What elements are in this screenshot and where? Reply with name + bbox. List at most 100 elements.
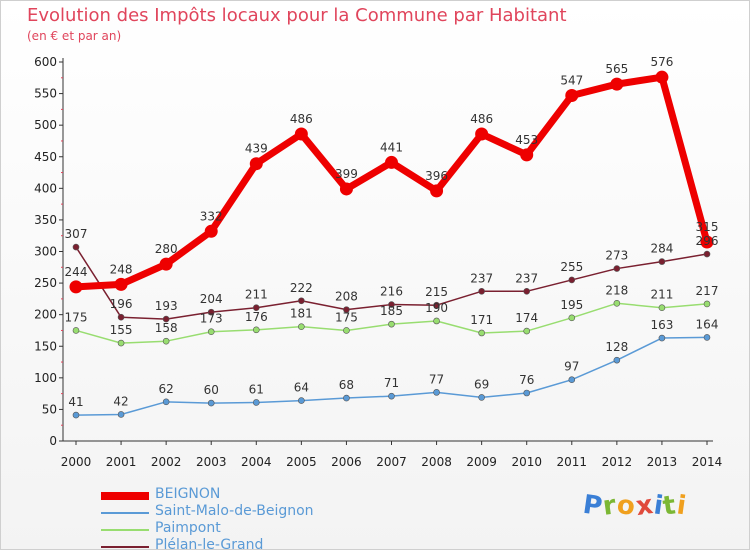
y-tick-label: 600	[34, 55, 57, 69]
legend-label: Saint-Malo-de-Beignon	[155, 503, 314, 519]
data-point-beignon	[610, 77, 624, 91]
data-point-plelan-le-grand	[343, 306, 350, 313]
data-point-paimpont	[478, 329, 485, 337]
chart-subtitle: (en € et par an)	[27, 29, 122, 43]
x-tick-label: 2012	[602, 455, 633, 469]
x-tick-label: 2009	[466, 455, 497, 469]
y-tick-label: 50	[42, 402, 57, 416]
legend-swatch	[101, 492, 149, 500]
data-label-plelan-le-grand: 204	[200, 292, 223, 306]
data-label-beignon: 280	[155, 242, 178, 256]
data-point-paimpont	[703, 300, 711, 308]
data-label-beignon: 565	[605, 62, 628, 76]
data-point-beignon	[475, 127, 489, 141]
data-point-saint-malo-de-beignon	[252, 399, 260, 406]
data-label-plelan-le-grand: 216	[380, 285, 403, 299]
data-point-saint-malo-de-beignon	[523, 389, 531, 397]
data-point-plelan-le-grand	[478, 287, 485, 295]
legend-label: Plélan-le-Grand	[155, 537, 264, 553]
data-label-paimpont: 176	[245, 310, 268, 324]
data-label-beignon: 315	[696, 220, 719, 234]
data-point-paimpont	[658, 304, 666, 312]
y-tick-label: 0	[49, 434, 57, 448]
data-point-beignon	[520, 148, 534, 162]
data-label-beignon: 396	[425, 169, 448, 183]
x-tick-label: 2004	[241, 455, 272, 469]
data-label-saint-malo-de-beignon: 163	[650, 318, 673, 332]
data-point-paimpont	[433, 317, 440, 325]
data-label-plelan-le-grand: 208	[335, 290, 358, 304]
data-label-saint-malo-de-beignon: 164	[696, 317, 719, 331]
data-point-plelan-le-grand	[658, 258, 666, 265]
chart-axes: 0 50 100 150 200 250 300 350 400 450 500 550 600 2000…	[34, 55, 722, 469]
data-point-plelan-le-grand	[298, 297, 305, 305]
data-label-saint-malo-de-beignon: 60	[204, 383, 219, 397]
data-point-saint-malo-de-beignon	[117, 411, 125, 418]
y-tick-label: 400	[34, 181, 57, 195]
data-label-beignon: 486	[290, 112, 313, 126]
data-point-plelan-le-grand	[117, 313, 125, 321]
data-point-saint-malo-de-beignon	[162, 398, 170, 406]
data-label-beignon: 399	[335, 167, 358, 181]
data-label-plelan-le-grand: 307	[65, 227, 88, 241]
data-point-saint-malo-de-beignon	[478, 394, 485, 401]
y-tick-label: 350	[34, 213, 57, 227]
data-label-plelan-le-grand: 273	[605, 249, 628, 263]
data-label-beignon: 248	[110, 262, 133, 276]
data-label-paimpont: 195	[560, 298, 583, 312]
data-point-paimpont	[117, 339, 125, 347]
data-label-plelan-le-grand: 255	[560, 260, 583, 274]
data-point-saint-malo-de-beignon	[298, 397, 305, 404]
data-point-paimpont	[72, 327, 80, 334]
data-label-beignon: 244	[65, 265, 88, 279]
data-point-beignon	[339, 182, 353, 196]
data-point-saint-malo-de-beignon	[568, 376, 576, 384]
legend-label: BEIGNON	[155, 486, 221, 502]
y-tick-label: 150	[34, 339, 57, 353]
data-label-saint-malo-de-beignon: 64	[294, 381, 309, 395]
chart-data-labels: 41 42 62 60 61 64 68 71 77 69 76 97 128 163 164 175 155 1…	[65, 55, 719, 409]
data-point-saint-malo-de-beignon	[658, 334, 666, 342]
data-point-beignon	[565, 88, 579, 102]
data-label-saint-malo-de-beignon: 68	[339, 378, 354, 392]
data-point-beignon	[69, 280, 83, 294]
data-point-plelan-le-grand	[388, 301, 395, 308]
data-label-plelan-le-grand: 284	[650, 242, 673, 256]
data-label-paimpont: 181	[290, 307, 313, 321]
data-point-plelan-le-grand	[523, 287, 531, 295]
data-point-paimpont	[568, 314, 576, 322]
legend-swatch	[101, 546, 149, 548]
data-point-beignon	[655, 70, 669, 84]
data-point-beignon	[249, 157, 263, 171]
data-label-plelan-le-grand: 296	[696, 234, 719, 248]
y-tick-label: 300	[34, 245, 57, 259]
legend-swatch	[101, 529, 149, 531]
data-point-plelan-le-grand	[207, 308, 215, 316]
data-point-paimpont	[613, 299, 621, 307]
data-point-beignon	[114, 277, 128, 291]
data-point-paimpont	[298, 323, 305, 330]
data-label-saint-malo-de-beignon: 97	[564, 360, 579, 374]
data-point-saint-malo-de-beignon	[388, 392, 395, 400]
y-tick-label: 200	[34, 308, 57, 322]
data-point-paimpont	[523, 327, 531, 335]
data-label-paimpont: 174	[515, 311, 538, 325]
y-tick-label: 550	[34, 87, 57, 101]
data-point-plelan-le-grand	[252, 304, 260, 312]
data-point-plelan-le-grand	[703, 250, 711, 258]
data-label-saint-malo-de-beignon: 71	[384, 376, 399, 390]
x-tick-label: 2007	[376, 455, 407, 469]
data-label-paimpont: 158	[155, 321, 178, 335]
data-label-saint-malo-de-beignon: 128	[605, 340, 628, 354]
chart-title: Evolution des Impôts locaux pour la Comm…	[27, 5, 567, 26]
data-point-beignon	[385, 155, 398, 169]
data-label-paimpont: 175	[335, 310, 358, 324]
x-tick-label: 2003	[196, 455, 227, 469]
data-label-saint-malo-de-beignon: 69	[474, 377, 489, 391]
x-tick-label: 2011	[557, 455, 588, 469]
data-point-paimpont	[388, 320, 395, 328]
data-label-saint-malo-de-beignon: 76	[519, 373, 534, 387]
x-tick-label: 2005	[286, 455, 317, 469]
data-point-paimpont	[343, 327, 350, 334]
